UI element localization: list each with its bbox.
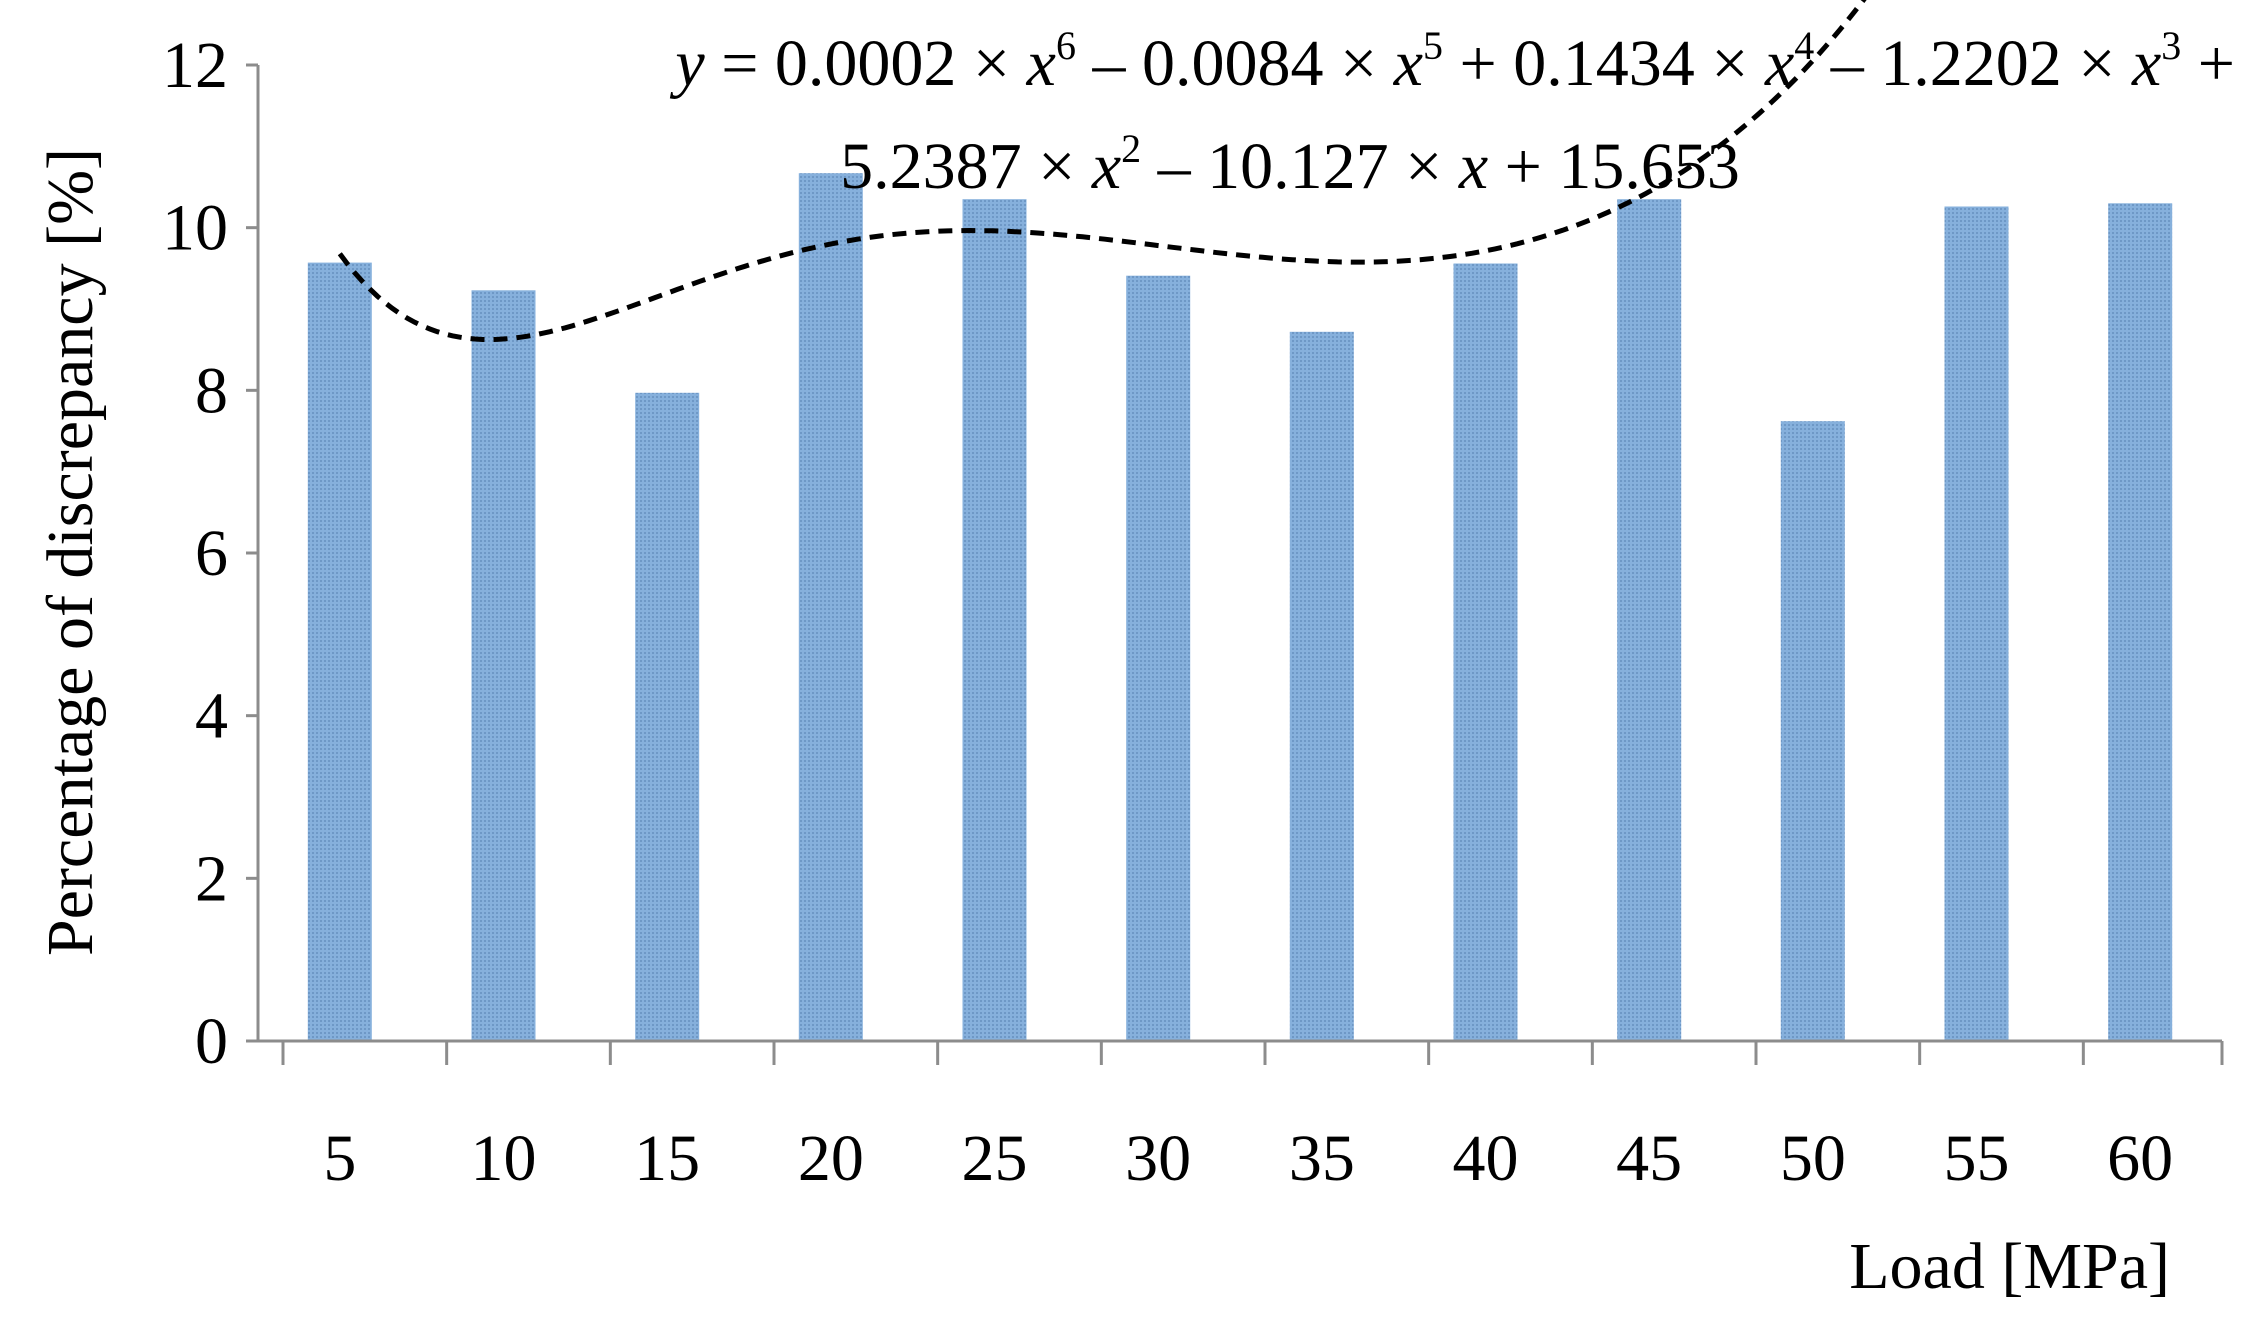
bar-20	[798, 173, 863, 1041]
x-tick-label-60: 60	[2107, 1122, 2173, 1195]
y-tick-label-0: 0	[195, 1005, 228, 1078]
x-tick-label-5: 5	[323, 1122, 356, 1195]
x-tick-labels-group: 5 10 15 20 25 30 35 40 45 50 55 60	[323, 1122, 2173, 1195]
bar-40	[1453, 263, 1518, 1041]
x-tick-label-25: 25	[962, 1122, 1028, 1195]
y-tick-label-8: 8	[195, 354, 228, 427]
x-axis-label: Load [MPa]	[1849, 1230, 2170, 1303]
x-tick-label-50: 50	[1780, 1122, 1846, 1195]
y-axis-label: Percentage of discrepancy [%]	[34, 148, 107, 956]
bar-45	[1617, 199, 1682, 1041]
bar-55	[1944, 206, 2009, 1041]
bar-5	[307, 262, 372, 1042]
y-tick-labels-group: 0 2 4 6 8 10 12	[162, 29, 228, 1078]
bars-group	[307, 173, 2173, 1042]
y-tick-label-2: 2	[195, 842, 228, 915]
bar-30	[1126, 275, 1191, 1041]
x-tick-label-45: 45	[1616, 1122, 1682, 1195]
y-tick-label-12: 12	[162, 29, 228, 102]
x-tick-label-10: 10	[471, 1122, 537, 1195]
y-ticks-group	[246, 63, 258, 1043]
x-tick-label-30: 30	[1125, 1122, 1191, 1195]
x-tick-label-20: 20	[798, 1122, 864, 1195]
bar-50	[1780, 421, 1845, 1041]
x-tick-label-55: 55	[1944, 1122, 2010, 1195]
y-tick-label-4: 4	[195, 680, 228, 753]
trendline-equation-line2: 5.2387 × x2 – 10.127 × x + 15.653	[840, 126, 1740, 203]
x-tick-label-35: 35	[1289, 1122, 1355, 1195]
y-tick-label-10: 10	[162, 192, 228, 265]
bar-35	[1289, 331, 1354, 1041]
y-tick-label-6: 6	[195, 517, 228, 590]
bar-15	[635, 392, 700, 1041]
x-tick-label-40: 40	[1453, 1122, 1519, 1195]
bar-60	[2108, 203, 2173, 1042]
bar-10	[471, 290, 536, 1041]
bar-25	[962, 199, 1027, 1041]
trendline-equation-line1: y = 0.0002 × x6 – 0.0084 × x5 + 0.1434 ×…	[669, 23, 2235, 100]
trendline	[337, 0, 1867, 343]
x-tick-label-15: 15	[634, 1122, 700, 1195]
x-ticks-group	[281, 1041, 2224, 1065]
